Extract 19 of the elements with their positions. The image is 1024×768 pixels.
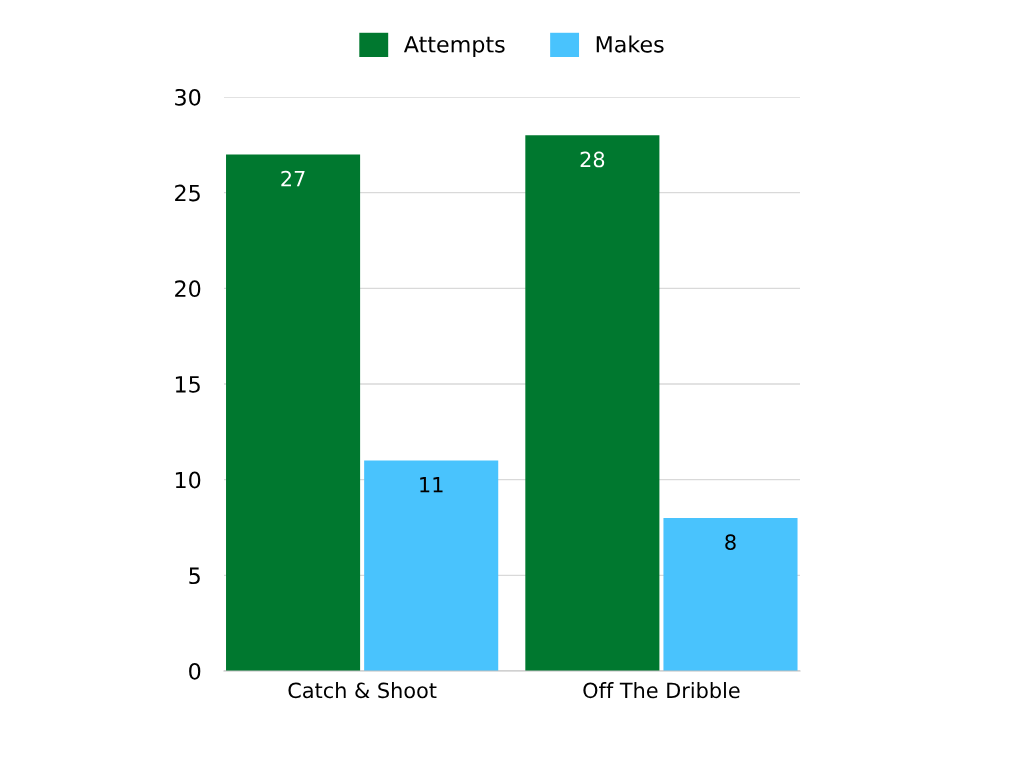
y-tick-label: 10 bbox=[175, 471, 201, 489]
data-label: 28 bbox=[580, 151, 605, 168]
data-label: 27 bbox=[281, 170, 305, 187]
x-tick-label: Catch & Shoot bbox=[288, 682, 437, 699]
y-tick-label: 20 bbox=[175, 280, 201, 298]
data-label: 11 bbox=[420, 477, 443, 493]
bar bbox=[525, 135, 660, 671]
y-tick-label: 0 bbox=[189, 662, 201, 680]
legend-label: Attempts bbox=[403, 36, 505, 57]
y-tick-label: 30 bbox=[175, 88, 201, 106]
bar bbox=[226, 154, 361, 671]
y-tick-label: 5 bbox=[189, 567, 200, 585]
bar bbox=[364, 460, 499, 671]
y-tick-label: 15 bbox=[175, 376, 200, 393]
legend-label: Makes bbox=[596, 35, 664, 53]
bar bbox=[663, 517, 798, 671]
x-tick-label: Off The Dribble bbox=[583, 682, 740, 699]
data-label: 8 bbox=[725, 534, 736, 551]
y-tick-label: 25 bbox=[175, 184, 200, 202]
